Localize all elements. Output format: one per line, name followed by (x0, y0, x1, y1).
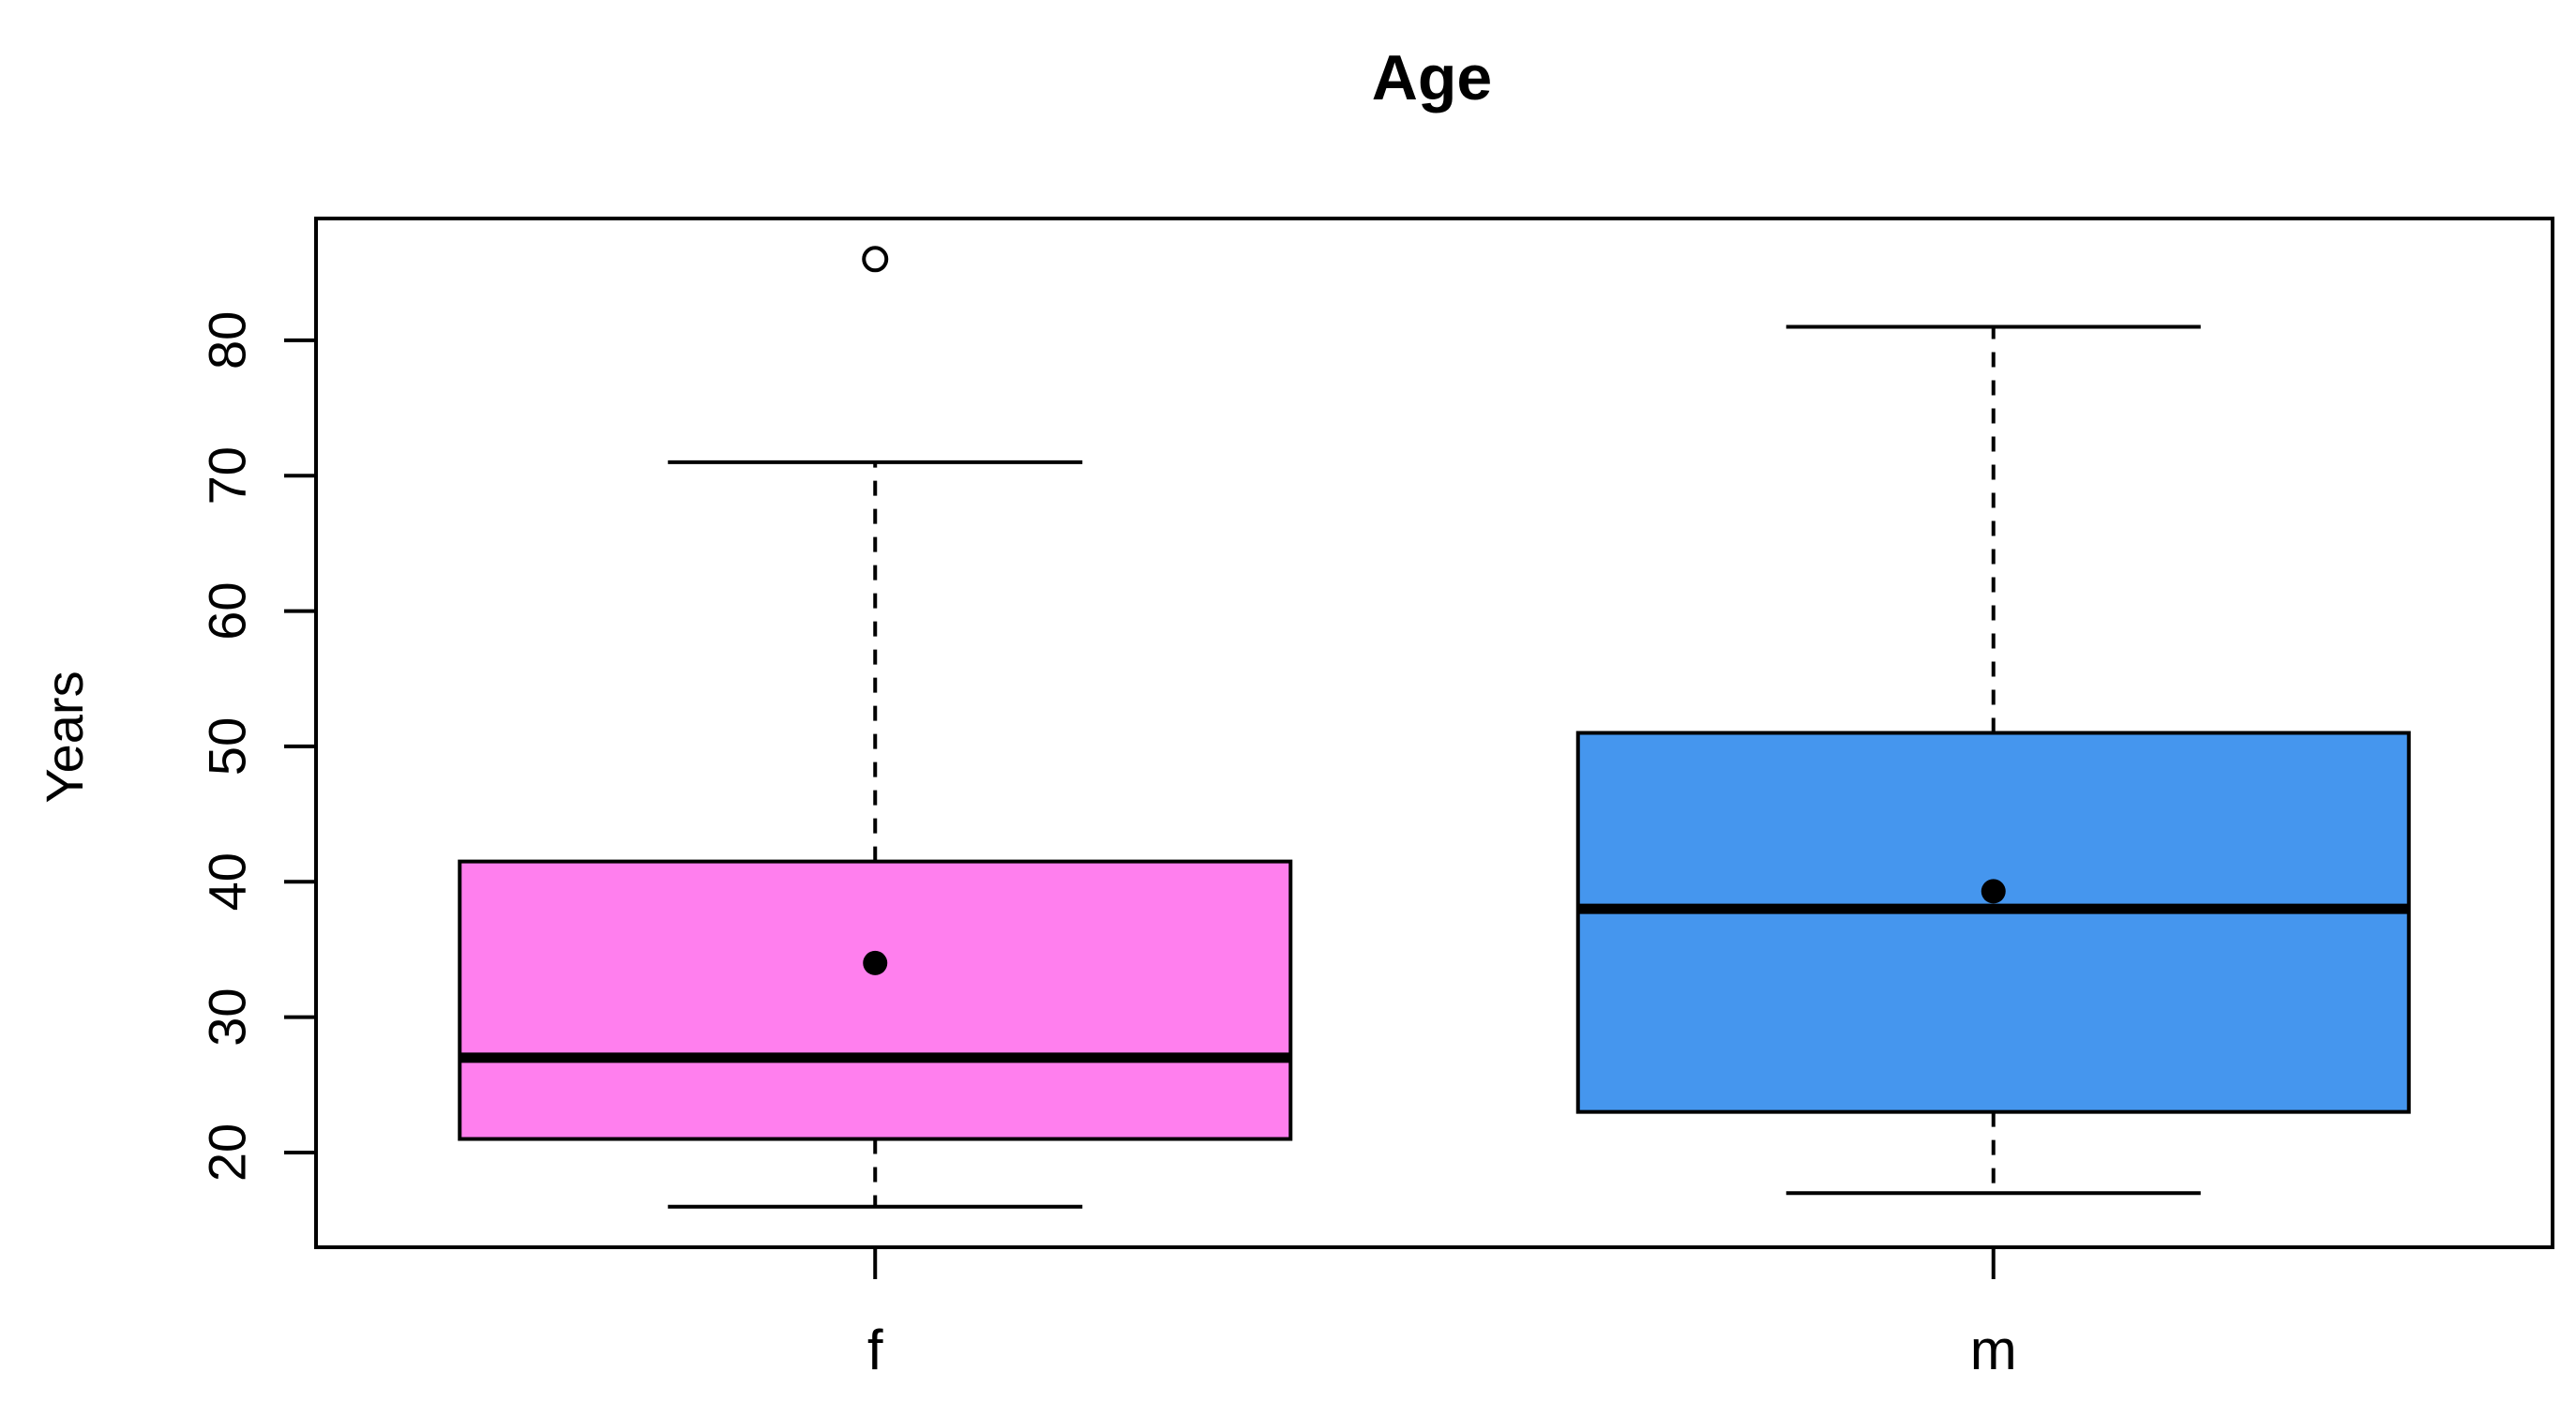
mean-point (863, 950, 888, 975)
box-f (458, 246, 1293, 1209)
boxes (458, 246, 2411, 1209)
y-tick-label: 50 (198, 717, 257, 776)
y-tick-label: 80 (198, 311, 257, 369)
mean-point (1981, 879, 2006, 904)
plot-frame (314, 217, 2554, 1249)
y-tick-label: 40 (198, 852, 257, 911)
iqr-box (1575, 731, 2411, 1114)
y-axis: 20 30 40 50 60 70 80 (198, 311, 316, 1182)
y-tick-label: 20 (198, 1123, 257, 1182)
y-tick-label: 70 (198, 446, 257, 505)
y-axis-label: Years (35, 671, 94, 803)
x-category-label: m (1970, 1319, 2017, 1381)
y-tick-label: 60 (198, 581, 257, 640)
iqr-box (458, 859, 1293, 1141)
outlier-point (862, 246, 889, 273)
x-category-label: f (867, 1319, 883, 1381)
y-tick-label: 30 (198, 987, 257, 1046)
box-m (1575, 324, 2411, 1196)
chart-title: Age (1372, 42, 1492, 113)
